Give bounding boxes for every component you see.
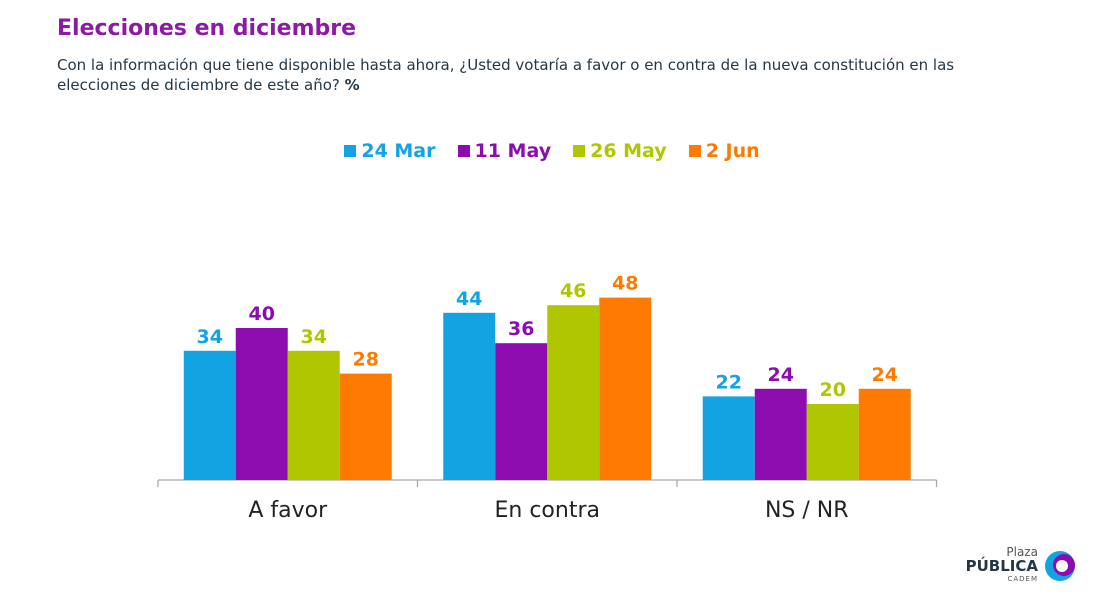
legend-item: 2 Jun xyxy=(688,140,760,162)
data-label: 34 xyxy=(301,326,327,348)
chart-title: Elecciones en diciembre xyxy=(57,16,357,41)
unit-label: % xyxy=(344,76,360,94)
logo-mark-icon xyxy=(1045,551,1075,581)
bar xyxy=(235,328,288,480)
bar xyxy=(702,396,755,480)
bar xyxy=(495,343,548,480)
data-label: 44 xyxy=(456,288,482,310)
data-label: 34 xyxy=(197,326,223,348)
data-label: 20 xyxy=(820,379,846,401)
bar xyxy=(547,305,600,480)
legend-item: 11 May xyxy=(457,140,552,162)
bar xyxy=(183,350,236,480)
bar xyxy=(806,404,859,480)
bar xyxy=(287,350,340,480)
chart-subtitle: Con la información que tiene disponible … xyxy=(57,55,1017,95)
legend: 24 Mar 11 May 26 May 2 Jun xyxy=(0,140,1098,162)
legend-label: 26 May xyxy=(590,140,667,162)
legend-label: 2 Jun xyxy=(705,140,760,162)
subtitle-text: Con la información que tiene disponible … xyxy=(57,56,955,94)
category-label: NS / NR xyxy=(765,498,849,523)
bar xyxy=(599,297,652,480)
data-label: 22 xyxy=(716,371,742,393)
category-label: A favor xyxy=(248,498,328,523)
logo-line-1: Plaza xyxy=(1006,545,1038,559)
legend-item: 24 Mar xyxy=(344,140,436,162)
logo-line-3: CADEM xyxy=(1007,575,1038,583)
data-label: 24 xyxy=(768,364,794,386)
legend-label: 11 May xyxy=(474,140,552,162)
legend-swatch xyxy=(344,145,357,157)
category-label: En contra xyxy=(495,498,601,523)
bar xyxy=(443,312,496,480)
legend-swatch xyxy=(573,145,586,157)
legend-item: 26 May xyxy=(573,140,667,162)
bar xyxy=(339,373,392,480)
data-label: 28 xyxy=(353,349,379,371)
legend-label: 24 Mar xyxy=(361,140,436,162)
legend-swatch xyxy=(457,145,470,157)
legend-swatch xyxy=(688,145,701,157)
logo-line-2: PÚBLICA xyxy=(965,557,1038,575)
data-label: 36 xyxy=(508,318,534,340)
bar xyxy=(754,388,807,480)
data-label: 48 xyxy=(612,273,638,295)
plaza-publica-cadem-logo: Plaza PÚBLICA CADEM xyxy=(966,545,1080,587)
data-label: 40 xyxy=(249,303,275,325)
bar xyxy=(858,388,911,480)
data-label: 24 xyxy=(872,364,898,386)
data-label: 46 xyxy=(560,280,586,302)
